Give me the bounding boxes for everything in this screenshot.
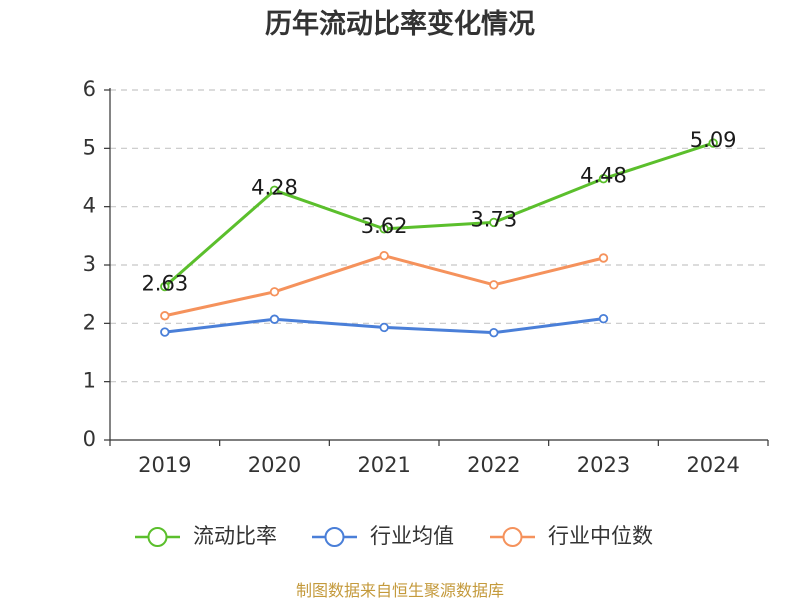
legend-label: 流动比率 bbox=[193, 524, 277, 548]
source-note: 制图数据来自恒生聚源数据库 bbox=[296, 581, 504, 600]
y-tick-label: 3 bbox=[83, 252, 96, 276]
data-point bbox=[269, 287, 280, 297]
legend-label: 行业均值 bbox=[370, 524, 454, 548]
y-tick-label: 6 bbox=[83, 77, 96, 101]
data-label: 5.09 bbox=[690, 128, 737, 152]
data-point bbox=[598, 173, 609, 184]
y-tick-label: 1 bbox=[83, 369, 96, 393]
series-line bbox=[163, 141, 714, 288]
data-label: 3.62 bbox=[361, 214, 408, 238]
axes: 0 1 2 3 4 5 6 2019 2020 2021 2022 2023 2024 bbox=[83, 77, 769, 477]
data-point bbox=[489, 280, 499, 290]
data-label: 2.63 bbox=[141, 272, 188, 296]
legend-swatch-marker bbox=[147, 527, 168, 547]
x-tick-label: 2022 bbox=[467, 453, 520, 477]
x-tick-label: 2023 bbox=[577, 453, 630, 477]
series-line bbox=[164, 254, 604, 318]
legend-item-industry-mean[interactable]: 行业均值 bbox=[312, 524, 454, 548]
x-tick-label: 2021 bbox=[357, 453, 410, 477]
data-point bbox=[598, 253, 609, 263]
data-label: 4.28 bbox=[251, 175, 298, 199]
data-point bbox=[379, 224, 389, 234]
legend-swatch-marker bbox=[324, 527, 345, 547]
data-point bbox=[379, 250, 389, 261]
y-tick-label: 4 bbox=[83, 194, 96, 218]
legend-label: 行业中位数 bbox=[548, 524, 653, 548]
x-tick-label: 2019 bbox=[138, 453, 191, 477]
y-tick-label: 2 bbox=[83, 310, 96, 334]
data-point bbox=[160, 327, 170, 337]
data-point bbox=[598, 313, 609, 324]
legend-swatch-marker bbox=[502, 527, 523, 547]
legend-item-current-ratio[interactable]: 流动比率 bbox=[135, 524, 277, 548]
data-point bbox=[269, 185, 280, 196]
legend: 流动比率 行业均值 行业中位数 bbox=[135, 524, 653, 548]
chart-title: 历年流动比率变化情况 bbox=[265, 8, 535, 40]
data-point bbox=[379, 322, 389, 333]
legend-item-industry-median[interactable]: 行业中位数 bbox=[490, 524, 653, 548]
x-tick-label: 2020 bbox=[248, 453, 301, 477]
y-tick-label: 5 bbox=[83, 135, 96, 159]
y-tick-label: 0 bbox=[83, 427, 96, 451]
data-label: 3.73 bbox=[470, 207, 517, 231]
data-labels: 2.63 4.28 3.62 3.73 4.48 5.09 bbox=[141, 128, 736, 296]
data-point bbox=[160, 311, 170, 321]
data-point bbox=[269, 314, 280, 324]
data-label: 4.48 bbox=[580, 164, 627, 188]
series-lines bbox=[160, 138, 718, 338]
x-tick-label: 2024 bbox=[686, 453, 739, 477]
data-point bbox=[160, 281, 170, 292]
data-point bbox=[489, 217, 499, 228]
data-point bbox=[708, 138, 718, 148]
gridlines bbox=[110, 89, 768, 383]
data-point bbox=[489, 327, 499, 338]
